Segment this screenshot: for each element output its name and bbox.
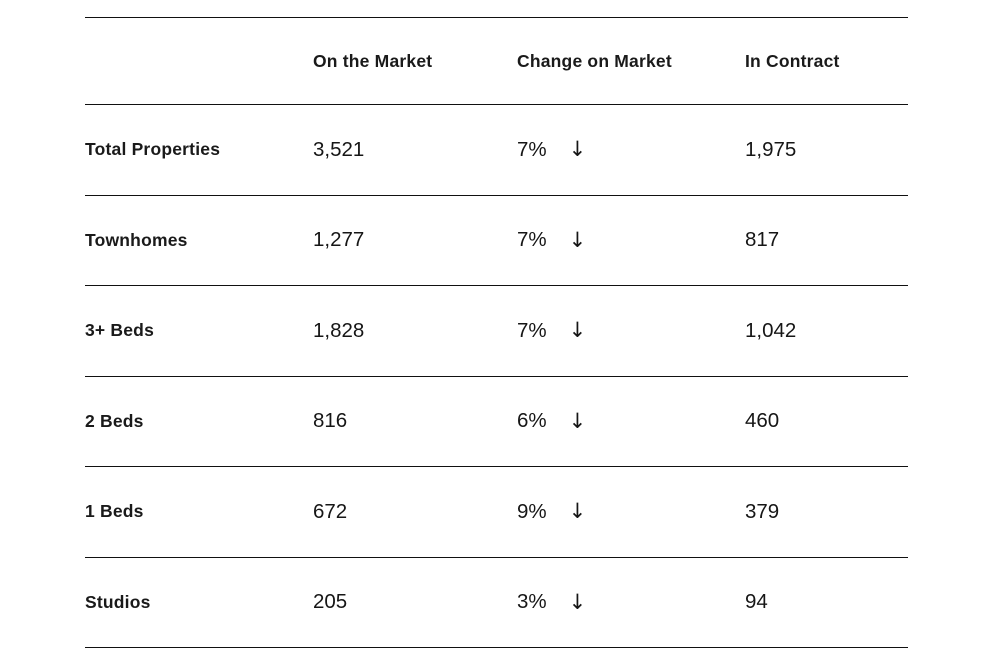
- down-arrow-icon: ↓: [568, 228, 587, 252]
- table-row-studios: Studios 205 3% ↓ 94: [85, 556, 908, 648]
- in-contract-value: 379: [745, 499, 780, 523]
- down-arrow-icon: ↓: [568, 590, 587, 614]
- down-arrow-icon: ↓: [568, 318, 587, 343]
- change-on-market-cell: 9% ↓: [517, 500, 745, 524]
- change-on-market-cell: 6% ↓: [517, 409, 745, 433]
- in-contract-value: 1,975: [745, 137, 797, 161]
- row-label: 2 Beds: [85, 410, 144, 431]
- row-label: Townhomes: [85, 229, 188, 250]
- row-label: 3+ Beds: [85, 320, 155, 341]
- on-market-value: 1,277: [313, 228, 365, 252]
- table-header-row: On the Market Change on Market In Contra…: [85, 17, 908, 104]
- row-label: 1 Beds: [85, 501, 144, 522]
- change-percent: 7%: [517, 137, 547, 161]
- change-percent: 7%: [517, 228, 547, 252]
- change-on-market-cell: 7% ↓: [517, 138, 745, 162]
- change-percent: 9%: [517, 499, 547, 523]
- table-row-total-properties: Total Properties 3,521 7% ↓ 1,975: [85, 104, 908, 195]
- in-contract-value: 817: [745, 228, 780, 252]
- change-percent: 7%: [517, 318, 547, 342]
- on-market-value: 1,828: [313, 318, 365, 342]
- on-market-value: 672: [313, 499, 348, 523]
- market-stats-table: On the Market Change on Market In Contra…: [85, 17, 908, 648]
- change-on-market-cell: 3% ↓: [517, 590, 745, 614]
- on-market-value: 816: [313, 409, 348, 433]
- down-arrow-icon: ↓: [568, 137, 587, 162]
- column-header-in-contract: In Contract: [745, 50, 840, 71]
- column-header-on-the-market: On the Market: [313, 50, 433, 71]
- down-arrow-icon: ↓: [568, 499, 587, 524]
- change-percent: 3%: [517, 590, 547, 614]
- in-contract-value: 460: [745, 409, 780, 433]
- in-contract-value: 1,042: [745, 318, 797, 342]
- in-contract-value: 94: [745, 590, 768, 614]
- change-percent: 6%: [517, 409, 547, 433]
- table-row-3plus-beds: 3+ Beds 1,828 7% ↓ 1,042: [85, 285, 908, 376]
- row-label: Total Properties: [85, 139, 221, 160]
- table-row-townhomes: Townhomes 1,277 7% ↓ 817: [85, 194, 908, 286]
- table-row-1-beds: 1 Beds 672 9% ↓ 379: [85, 466, 908, 557]
- change-on-market-cell: 7% ↓: [517, 319, 745, 343]
- column-header-change-on-market: Change on Market: [517, 50, 672, 71]
- on-market-value: 205: [313, 590, 348, 614]
- on-market-value: 3,521: [313, 137, 365, 161]
- table-row-2-beds: 2 Beds 816 6% ↓ 460: [85, 375, 908, 467]
- row-label: Studios: [85, 591, 151, 612]
- down-arrow-icon: ↓: [568, 409, 587, 433]
- change-on-market-cell: 7% ↓: [517, 228, 745, 252]
